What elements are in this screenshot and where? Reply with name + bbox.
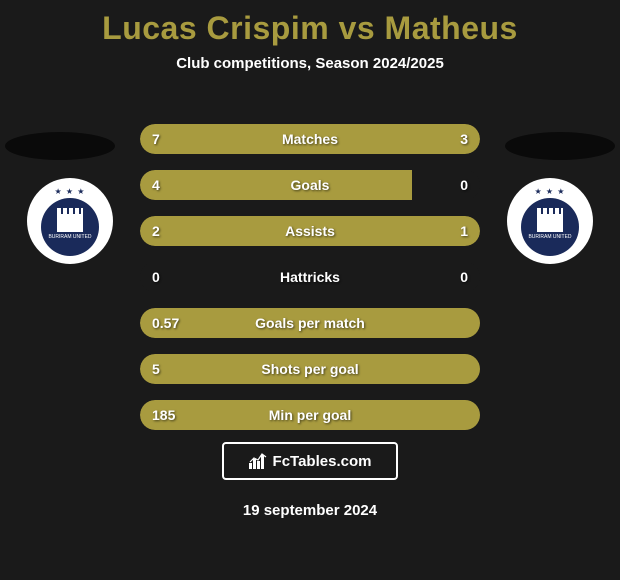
stat-value-left: 2 <box>152 223 160 239</box>
bar-chart-icon <box>249 453 269 469</box>
badge-stars-icon: ★ ★ ★ <box>535 187 566 196</box>
stat-row: 0.57 Goals per match <box>140 308 480 338</box>
stat-value-right: 0 <box>460 177 468 193</box>
header: Lucas Crispim vs Matheus Club competitio… <box>0 0 620 72</box>
team-badge-right: ★ ★ ★ BURIRAM UNITED <box>507 178 593 264</box>
stat-label: Assists <box>285 223 335 239</box>
stat-label: Hattricks <box>280 269 340 285</box>
bar-fill-left <box>140 124 378 154</box>
stat-row: 0 0 Hattricks <box>140 262 480 292</box>
stat-value-right: 3 <box>460 131 468 147</box>
stat-value-left: 0 <box>152 269 160 285</box>
badge-emblem-icon: BURIRAM UNITED <box>41 198 99 256</box>
badge-stars-icon: ★ ★ ★ <box>55 187 86 196</box>
badge-emblem-icon: BURIRAM UNITED <box>521 198 579 256</box>
stat-value-left: 0.57 <box>152 315 179 331</box>
page-subtitle: Club competitions, Season 2024/2025 <box>0 55 620 72</box>
team-badge-left: ★ ★ ★ BURIRAM UNITED <box>27 178 113 264</box>
shadow-ellipse-right <box>505 132 615 160</box>
stat-value-right: 1 <box>460 223 468 239</box>
stat-value-left: 7 <box>152 131 160 147</box>
stat-value-left: 185 <box>152 407 175 423</box>
stat-value-right: 0 <box>460 269 468 285</box>
stat-label: Min per goal <box>269 407 351 423</box>
stat-label: Shots per goal <box>261 361 358 377</box>
badge-team-label: BURIRAM UNITED <box>528 234 571 240</box>
page-title: Lucas Crispim vs Matheus <box>0 10 620 47</box>
bar-fill-left <box>140 170 412 200</box>
stat-value-left: 5 <box>152 361 160 377</box>
stat-row: 4 0 Goals <box>140 170 480 200</box>
stat-value-left: 4 <box>152 177 160 193</box>
shadow-ellipse-left <box>5 132 115 160</box>
stat-row: 5 Shots per goal <box>140 354 480 384</box>
badge-team-label: BURIRAM UNITED <box>48 234 91 240</box>
stat-row: 7 3 Matches <box>140 124 480 154</box>
stat-label: Goals per match <box>255 315 365 331</box>
stat-label: Matches <box>282 131 338 147</box>
stats-bars-container: 7 3 Matches 4 0 Goals 2 1 Assists 0 0 Hattricks 0.57… <box>140 124 480 446</box>
fctables-logo: FcTables.com <box>222 442 398 480</box>
stat-row: 185 Min per goal <box>140 400 480 430</box>
stat-label: Goals <box>291 177 330 193</box>
logo-text: FcTables.com <box>273 453 372 470</box>
date-label: 19 september 2024 <box>243 502 377 519</box>
stat-row: 2 1 Assists <box>140 216 480 246</box>
